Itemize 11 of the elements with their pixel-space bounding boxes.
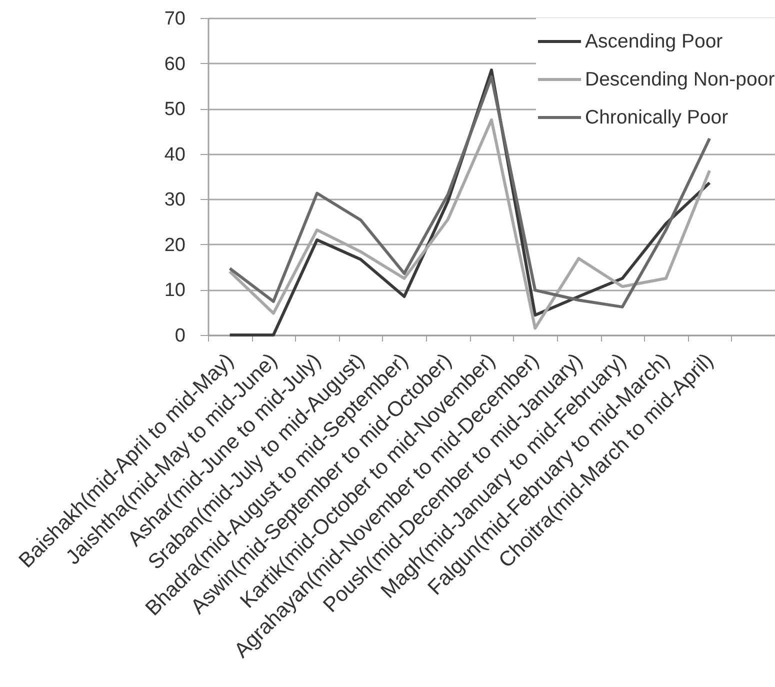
y-tick-label: 10	[164, 280, 186, 302]
legend-label: Chronically Poor	[585, 106, 729, 128]
y-tick-label: 70	[164, 8, 186, 30]
legend-label: Ascending Poor	[585, 30, 724, 52]
y-tick-label: 20	[164, 234, 186, 256]
y-tick-label: 60	[164, 54, 186, 75]
y-tick-label: 50	[164, 99, 186, 120]
y-tick-label: 0	[174, 326, 186, 346]
y-tick-label: 30	[164, 190, 186, 211]
y-tick-label: 40	[164, 144, 186, 166]
legend-label: Descending Non-poor	[585, 68, 775, 90]
